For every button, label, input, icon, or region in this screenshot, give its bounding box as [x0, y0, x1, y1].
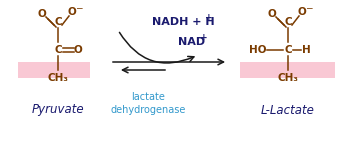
Text: O: O — [268, 9, 276, 19]
Text: HO: HO — [249, 45, 267, 55]
Text: +: + — [205, 13, 213, 22]
Text: CH₃: CH₃ — [47, 73, 69, 83]
Text: Pyruvate: Pyruvate — [32, 103, 84, 116]
Text: H: H — [302, 45, 310, 55]
Text: −: − — [75, 4, 83, 12]
Text: NADH + H: NADH + H — [152, 17, 215, 27]
Text: O: O — [74, 45, 82, 55]
Text: O: O — [298, 7, 306, 17]
Text: C: C — [54, 45, 62, 55]
Text: C: C — [284, 17, 292, 27]
Text: O: O — [37, 9, 46, 19]
Text: +: + — [200, 33, 208, 42]
Text: O: O — [67, 7, 76, 17]
Text: NAD: NAD — [178, 37, 205, 47]
Text: C: C — [54, 17, 62, 27]
Text: lactate
dehydrogenase: lactate dehydrogenase — [110, 92, 186, 115]
Text: L-Lactate: L-Lactate — [261, 103, 315, 116]
Text: CH₃: CH₃ — [277, 73, 298, 83]
Text: C: C — [284, 45, 292, 55]
FancyBboxPatch shape — [240, 62, 335, 78]
Text: −: − — [305, 4, 313, 12]
FancyBboxPatch shape — [18, 62, 90, 78]
